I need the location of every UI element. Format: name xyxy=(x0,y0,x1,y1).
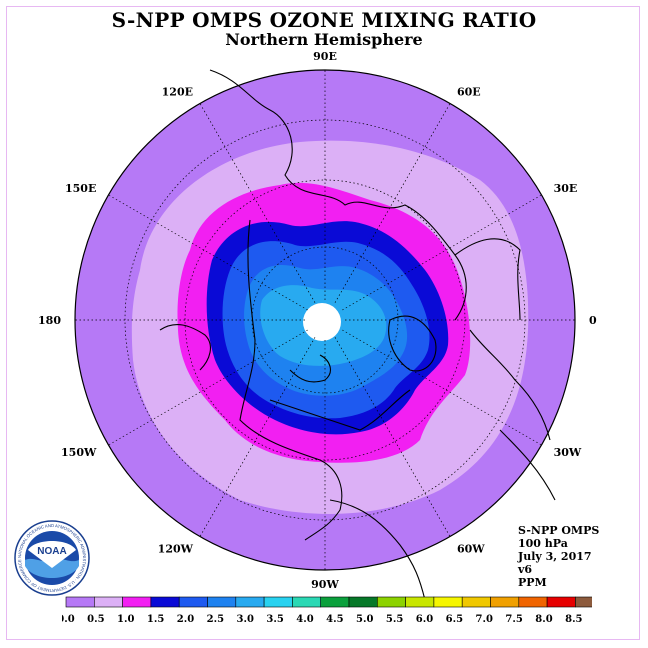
coastline-africa xyxy=(499,429,556,501)
longitude-label: 150E xyxy=(65,182,96,195)
longitude-label: 60E xyxy=(457,85,481,98)
colorbar-swatch xyxy=(546,596,576,608)
colorbar-swatch xyxy=(65,596,95,608)
plot-frame xyxy=(6,6,640,640)
colorbar-swatch xyxy=(292,596,321,608)
colorbar-swatch xyxy=(320,596,350,608)
colorbar-label: 0.5 xyxy=(87,614,104,625)
colorbar-swatch xyxy=(575,596,592,608)
info-instrument: S-NPP OMPS xyxy=(518,524,600,537)
colorbar-label: 4.5 xyxy=(326,614,343,625)
colorbar: 0.0 0.5 1.0 1.5 2.0 2.5 3.0 3.5 4.0 4.5 5.0 5.5 6.0 6… xyxy=(62,596,592,625)
colorbar-swatches xyxy=(65,596,592,608)
coastline-alaska xyxy=(159,324,211,371)
coastline-north-america xyxy=(239,219,411,541)
map-boundary xyxy=(74,69,576,571)
colorbar-swatch xyxy=(376,596,406,608)
longitude-label: 180 xyxy=(38,314,61,327)
colorbar-label: 2.0 xyxy=(177,614,194,625)
colorbar-label: 1.0 xyxy=(117,614,134,625)
info-date: July 3, 2017 xyxy=(518,550,592,563)
info-units: PPM xyxy=(518,576,547,589)
coastline-siberia xyxy=(209,69,467,321)
colorbar-swatch xyxy=(207,596,237,608)
colorbar-label: 8.0 xyxy=(535,614,552,625)
colorbar-label: 1.5 xyxy=(147,614,164,625)
longitude-label: 30E xyxy=(554,182,578,195)
longitude-label: 0 xyxy=(589,314,597,327)
colorbar-swatch xyxy=(518,596,548,608)
colorbar-label: 3.0 xyxy=(237,614,254,625)
colorbar-label: 5.5 xyxy=(386,614,403,625)
noaa-logo: NOAA NATIONAL OCEANIC AND ATMOSPHERIC AD… xyxy=(14,520,90,596)
colorbar-swatch xyxy=(348,596,378,608)
noaa-logo-wave xyxy=(25,558,79,578)
info-block: S-NPP OMPS 100 hPa July 3, 2017 v6 PPM xyxy=(518,524,599,589)
colorbar-swatch xyxy=(150,596,180,608)
colorbar-swatch xyxy=(235,596,265,608)
coastline-greenland xyxy=(388,315,437,372)
colorbar-label: 6.0 xyxy=(416,614,433,625)
info-level: 100 hPa xyxy=(518,537,568,550)
colorbar-labels: 0.0 0.5 1.0 1.5 2.0 2.5 3.0 3.5 4.0 4.5 5.0 5.5 6.0 6… xyxy=(62,614,583,625)
colorbar-swatch xyxy=(490,596,520,608)
longitude-label: 150W xyxy=(61,446,97,459)
colorbar-label: 6.5 xyxy=(446,614,463,625)
colorbar-label: 4.0 xyxy=(296,614,313,625)
coastline-south-america xyxy=(329,499,426,601)
colorbar-swatch xyxy=(433,596,463,608)
colorbar-swatch xyxy=(405,596,435,608)
longitude-labels: 90E 60E 30E 0 30W 60W 90W 120W 150W 180 150E 120E xyxy=(38,50,597,591)
colorbar-label: 7.0 xyxy=(476,614,493,625)
colorbar-swatch xyxy=(93,596,123,608)
colorbar-label: 3.5 xyxy=(266,614,283,625)
longitude-label: 90W xyxy=(311,578,339,591)
longitude-label: 90E xyxy=(313,50,337,63)
colorbar-label: 7.5 xyxy=(505,614,522,625)
colorbar-swatch xyxy=(461,596,491,608)
ozone-field xyxy=(75,70,575,570)
noaa-logo-label: NOAA xyxy=(37,546,66,557)
coastline-europe xyxy=(454,238,551,441)
map-title: S-NPP OMPS OZONE MIXING RATIO xyxy=(111,8,537,32)
colorbar-swatch xyxy=(263,596,293,608)
noaa-logo-bird xyxy=(28,541,76,568)
colorbar-label: 0.0 xyxy=(62,614,75,625)
colorbar-label: 5.0 xyxy=(356,614,373,625)
colorbar-swatch xyxy=(122,596,152,608)
pole-missing-data xyxy=(303,303,341,341)
colorbar-label: 2.5 xyxy=(207,614,224,625)
longitude-label: 120W xyxy=(158,543,194,556)
colorbar-label: 8.5 xyxy=(565,614,582,625)
longitude-label: 60W xyxy=(457,543,485,556)
colorbar-swatch xyxy=(178,596,208,608)
longitude-label: 120E xyxy=(162,85,193,98)
longitude-label: 30W xyxy=(554,446,582,459)
info-version: v6 xyxy=(518,563,533,576)
map-subtitle: Northern Hemisphere xyxy=(225,30,423,49)
